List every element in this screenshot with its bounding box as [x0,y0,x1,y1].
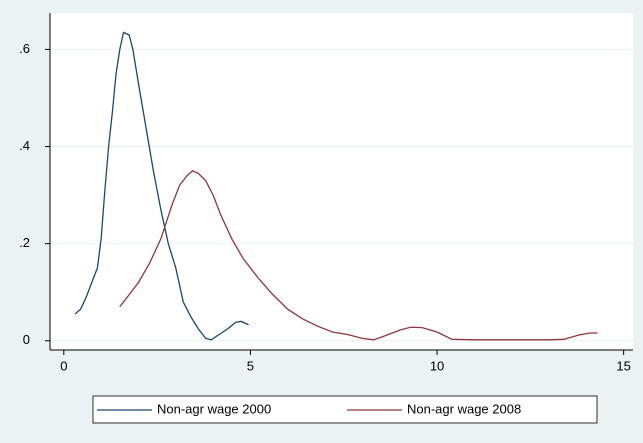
y-tick-label: 0 [23,332,30,347]
y-tick-label: .4 [19,138,30,153]
line [119,170,598,341]
legend [92,395,598,424]
plot-area [50,13,633,350]
legend-label: Non-agr wage 2008 [407,401,521,416]
line [74,31,249,341]
x-tick-label: 5 [247,358,254,373]
x-tick-label: 10 [430,358,444,373]
x-tick-label: 0 [60,358,67,373]
x-tick-label: 15 [616,358,630,373]
legend-label: Non-agr wage 2000 [157,401,271,416]
y-tick-label: .6 [19,41,30,56]
y-tick-label: .2 [19,235,30,250]
